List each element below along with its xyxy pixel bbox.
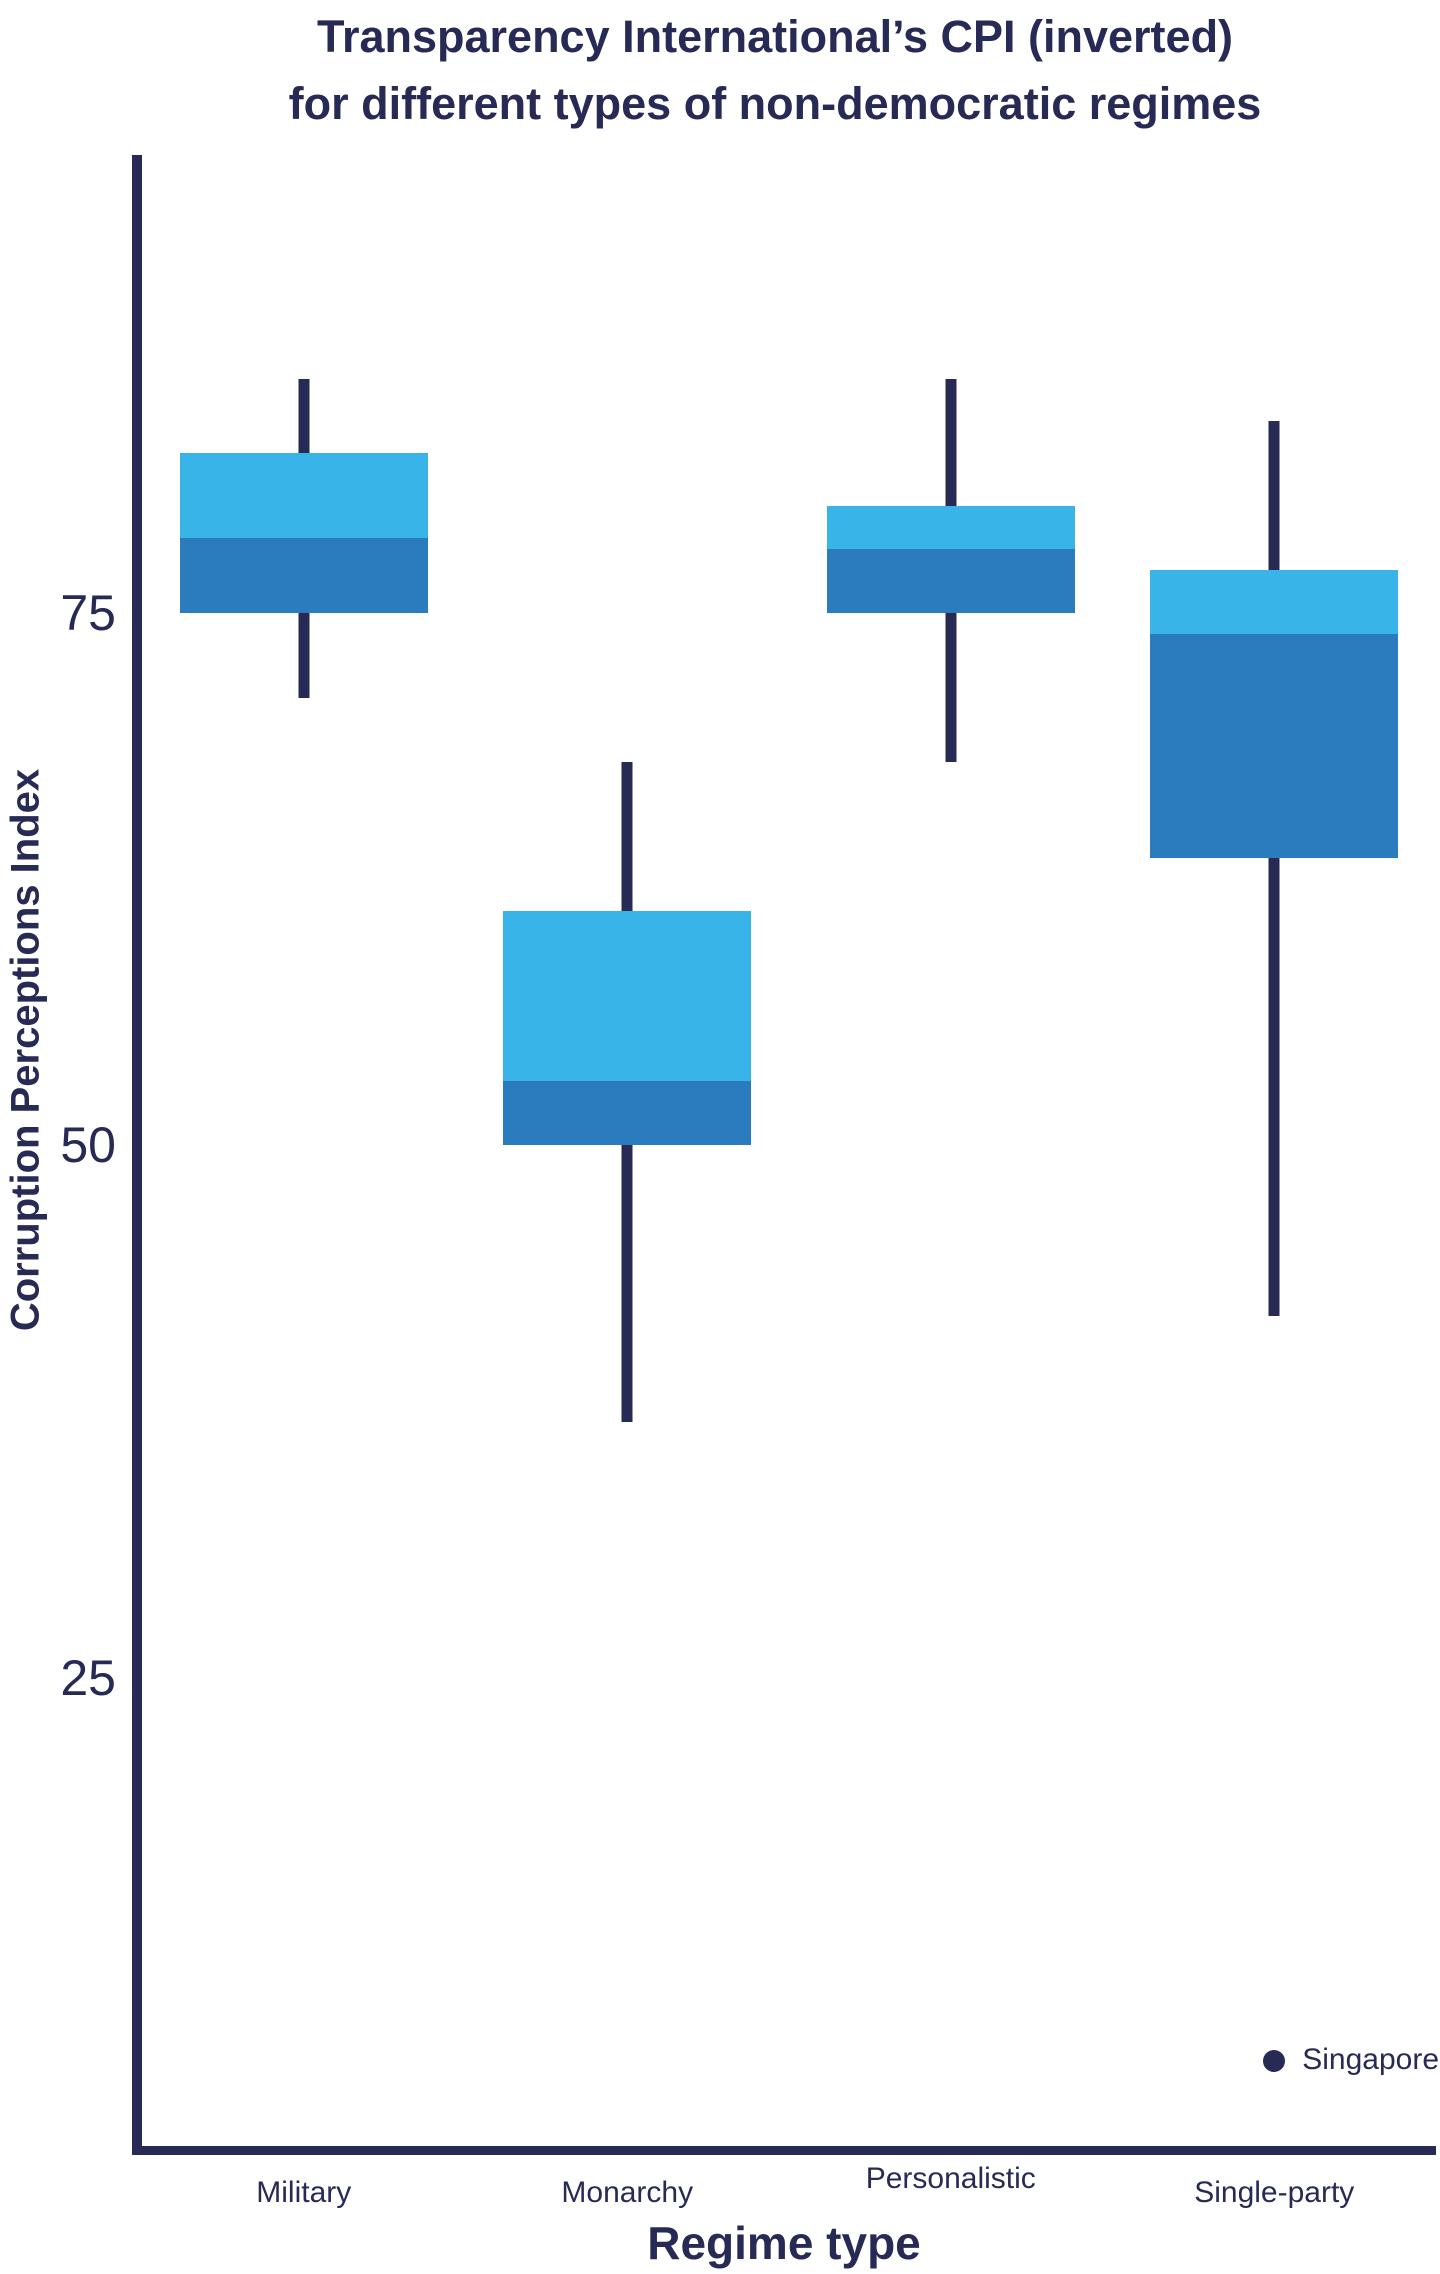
outlier-dot-singapore — [1263, 2049, 1286, 2072]
x-axis-line — [132, 2146, 1436, 2155]
box-monarchy-q3-median — [503, 910, 752, 1082]
y-tick-label-75: 75 — [60, 584, 116, 641]
box-monarchy-upper-whisker — [621, 761, 633, 911]
box-military-upper-whisker — [298, 378, 310, 454]
x-axis-label-military: Military — [256, 2176, 352, 2209]
box-single-party-upper-whisker — [1268, 421, 1280, 571]
chart-title-line-1: Transparency International’s CPI (invert… — [316, 11, 1234, 62]
box-single-party-q3-median — [1150, 570, 1399, 635]
x-axis-label-monarchy: Monarchy — [561, 2176, 694, 2209]
box-monarchy-median-q1 — [503, 1081, 752, 1146]
y-tick-label-50: 50 — [60, 1117, 116, 1174]
chart-title-line-2: for different types of non-democratic re… — [288, 77, 1262, 129]
box-single-party-lower-whisker — [1268, 857, 1280, 1316]
box-military-q3-median — [179, 453, 428, 539]
y-axis-line — [132, 155, 142, 2155]
box-personalistic-upper-whisker — [945, 378, 957, 507]
box-military-lower-whisker — [298, 612, 310, 698]
box-single-party-median-q1 — [1150, 634, 1399, 858]
box-personalistic-median-q1 — [826, 548, 1075, 613]
box-monarchy-lower-whisker — [621, 1145, 633, 1422]
x-axis-title: Regime type — [647, 2217, 921, 2269]
x-axis-label-single-party: Single-party — [1194, 2176, 1355, 2209]
x-axis-label-personalistic: Personalistic — [865, 2162, 1036, 2195]
box-military-median-q1 — [179, 538, 428, 613]
outlier-label-singapore: Singapore — [1302, 2042, 1440, 2076]
box-personalistic-lower-whisker — [945, 612, 957, 762]
y-tick-label-25: 25 — [60, 1649, 116, 1706]
chart-title: Transparency International’s CPI (invert… — [120, 4, 1430, 137]
box-personalistic-q3-median — [826, 506, 1075, 549]
